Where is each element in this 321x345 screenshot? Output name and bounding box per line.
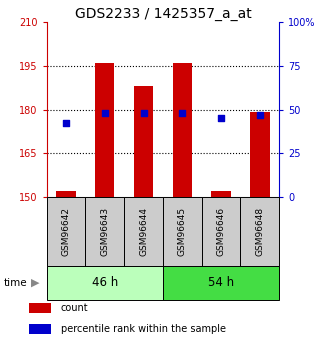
Bar [95, 63, 114, 197]
Text: GSM96644: GSM96644 [139, 207, 148, 256]
Point [141, 110, 146, 116]
Point [219, 116, 224, 121]
Text: time: time [3, 278, 27, 288]
Text: count: count [61, 303, 89, 313]
Point [257, 112, 263, 118]
Text: percentile rank within the sample: percentile rank within the sample [61, 324, 226, 334]
Bar [250, 112, 270, 197]
Bar [240, 197, 279, 266]
Bar [163, 266, 279, 300]
Bar [202, 197, 240, 266]
Text: 46 h: 46 h [91, 276, 118, 289]
Title: GDS2233 / 1425357_a_at: GDS2233 / 1425357_a_at [74, 7, 251, 21]
Text: ▶: ▶ [30, 278, 39, 288]
Bar [47, 266, 163, 300]
Text: 54 h: 54 h [208, 276, 234, 289]
Bar [124, 197, 163, 266]
Bar [47, 197, 85, 266]
Text: GSM96648: GSM96648 [256, 207, 265, 256]
Bar [173, 63, 192, 197]
Bar [134, 86, 153, 197]
Point [180, 110, 185, 116]
Text: GSM96646: GSM96646 [217, 207, 226, 256]
Point [102, 110, 107, 116]
Bar [85, 197, 124, 266]
Text: GSM96642: GSM96642 [61, 207, 70, 256]
Bar [56, 191, 76, 197]
Bar [29, 303, 51, 313]
Text: GSM96645: GSM96645 [178, 207, 187, 256]
Text: GSM96643: GSM96643 [100, 207, 109, 256]
Bar [163, 197, 202, 266]
Point [63, 121, 68, 126]
Bar [212, 191, 231, 197]
Bar [29, 324, 51, 334]
